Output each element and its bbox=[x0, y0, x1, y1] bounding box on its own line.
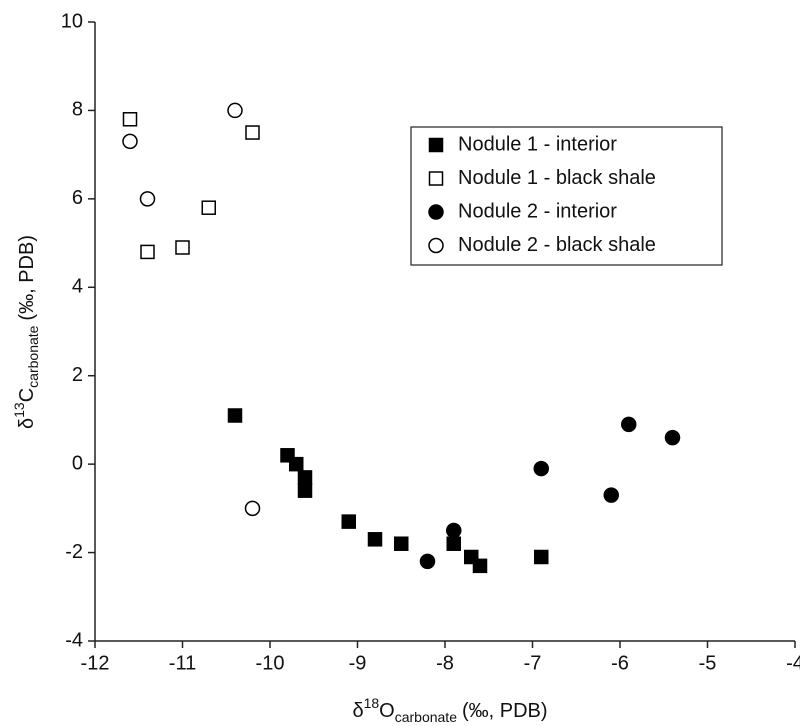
point bbox=[664, 429, 681, 446]
x-tick-label: -5 bbox=[699, 652, 717, 674]
y-tick-label: 0 bbox=[72, 452, 83, 474]
y-tick-label: -4 bbox=[65, 629, 83, 651]
point bbox=[244, 500, 261, 517]
point bbox=[122, 133, 138, 150]
point bbox=[446, 536, 461, 551]
point bbox=[297, 483, 313, 498]
y-tick-label: 4 bbox=[72, 276, 83, 298]
legend-marker bbox=[428, 204, 444, 220]
y-tick-label: 8 bbox=[72, 99, 83, 121]
y-tick-label: 6 bbox=[72, 187, 83, 209]
point bbox=[227, 408, 243, 423]
x-tick-label: -9 bbox=[349, 652, 367, 674]
point bbox=[394, 536, 409, 551]
x-tick-label: -4 bbox=[786, 652, 800, 674]
point bbox=[621, 416, 637, 433]
point bbox=[341, 514, 356, 529]
point bbox=[297, 470, 313, 485]
legend-label: Nodule 1 - black shale bbox=[458, 167, 656, 189]
legend-label: Nodule 1 - interior bbox=[458, 133, 617, 155]
legend-marker bbox=[428, 137, 444, 153]
point bbox=[533, 460, 549, 477]
point bbox=[201, 200, 216, 215]
legend-label: Nodule 2 - interior bbox=[458, 200, 617, 222]
point bbox=[227, 102, 243, 119]
y-label-element: C bbox=[16, 388, 38, 402]
y-axis-label: δ13Ccarbonate (‰, PDB) bbox=[11, 235, 41, 429]
x-axis-label: δ18Ocarbonate (‰, PDB) bbox=[352, 695, 547, 725]
x-tick-label: -11 bbox=[169, 652, 196, 674]
point bbox=[175, 240, 190, 255]
point bbox=[367, 532, 383, 547]
y-tick-label: 2 bbox=[72, 364, 83, 386]
x-label-rest: (‰, PDB) bbox=[462, 700, 548, 722]
y-label-sub: carbonate bbox=[25, 325, 41, 387]
y-tick-label: 10 bbox=[61, 10, 83, 32]
y-label-symbol: δ bbox=[16, 418, 38, 429]
point bbox=[140, 244, 155, 260]
y-label-rest: (‰, PDB) bbox=[16, 235, 38, 321]
point bbox=[139, 191, 156, 207]
legend-label: Nodule 2 - black shale bbox=[458, 234, 656, 256]
point bbox=[603, 487, 619, 503]
x-tick-label: -10 bbox=[256, 652, 285, 674]
x-tick-label: -8 bbox=[436, 652, 454, 674]
y-tick-label: -2 bbox=[65, 541, 83, 563]
x-label-element: O bbox=[379, 700, 395, 722]
legend-marker bbox=[428, 237, 444, 254]
legend-box bbox=[410, 126, 723, 266]
legend-marker bbox=[428, 171, 444, 186]
point bbox=[419, 553, 436, 570]
y-label-sup: 13 bbox=[11, 402, 27, 418]
x-label-sub: carbonate bbox=[395, 709, 457, 725]
point bbox=[289, 456, 304, 472]
x-tick-label: -6 bbox=[611, 652, 629, 674]
point bbox=[446, 522, 462, 539]
point bbox=[472, 558, 488, 574]
point bbox=[534, 549, 549, 565]
x-tick-label: -7 bbox=[524, 652, 542, 674]
x-label-sup: 18 bbox=[364, 695, 380, 711]
x-tick-label: -12 bbox=[81, 652, 110, 674]
point bbox=[122, 112, 138, 127]
x-label-symbol: δ bbox=[352, 700, 363, 722]
point bbox=[245, 125, 260, 140]
